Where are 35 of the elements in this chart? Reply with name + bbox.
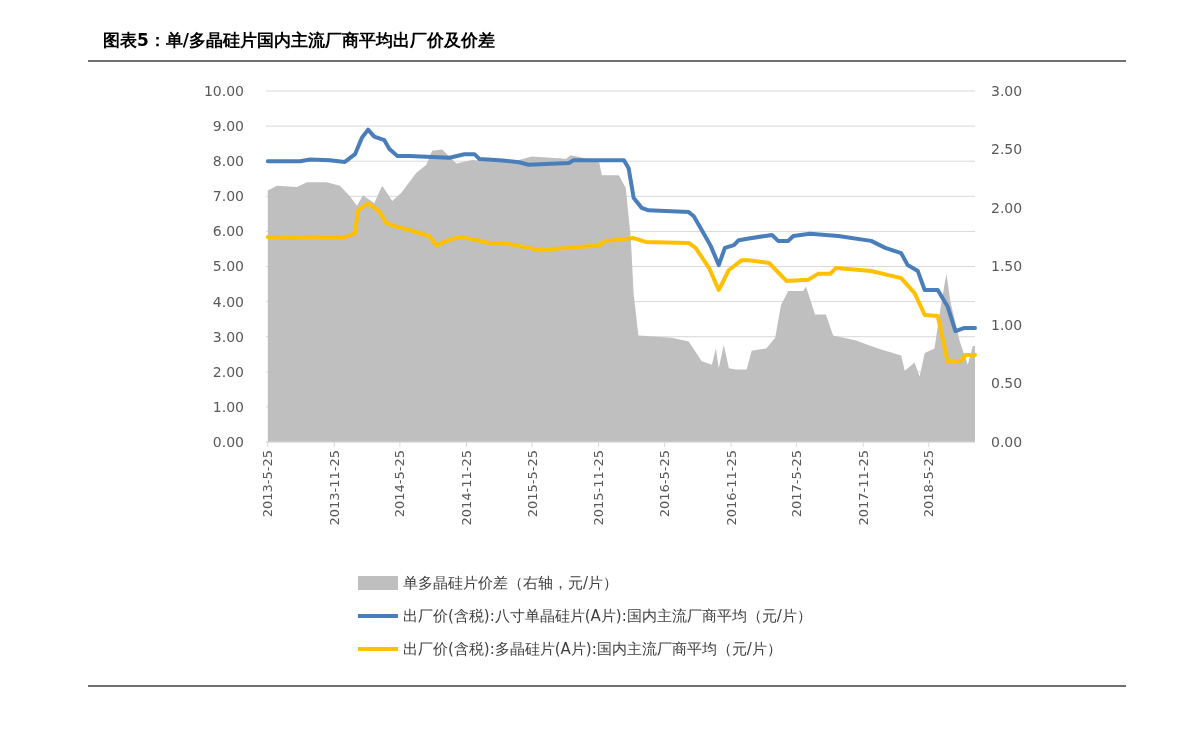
legend-label: 单多晶硅片价差（右轴，元/片） — [403, 574, 619, 593]
x-tick-label: 2015-5-25 — [524, 450, 540, 518]
x-tick-label: 2016-5-25 — [657, 450, 673, 518]
chart-title: 图表5：单/多晶硅片国内主流厂商平均出厂价及价差 — [103, 30, 496, 50]
y-tick-label: 3.00 — [212, 328, 244, 345]
x-tick-label: 2016-11-25 — [723, 450, 739, 526]
x-tick-label: 2013-11-25 — [326, 450, 342, 526]
y-tick-label: 0.00 — [212, 433, 244, 450]
line-series — [265, 201, 977, 363]
x-tick-label: 2017-11-25 — [855, 450, 871, 526]
y-tick-label: 5.00 — [212, 258, 244, 275]
legend-label: 出厂价(含税):多晶硅片(A片):国内主流厂商平均（元/片） — [403, 640, 782, 659]
y2-tick-label: 1.00 — [991, 316, 1023, 333]
x-tick-label: 2015-11-25 — [591, 450, 607, 526]
y-tick-label: 8.00 — [212, 153, 244, 170]
y-tick-label: 9.00 — [212, 118, 244, 134]
x-tick-label: 2014-11-25 — [459, 450, 475, 526]
legend-label: 出厂价(含税):八寸单晶硅片(A片):国内主流厂商平均（元/片） — [403, 607, 812, 626]
x-tick-label: 2014-5-25 — [392, 450, 408, 518]
y-tick-label: 10.00 — [203, 82, 244, 99]
y2-tick-label: 2.00 — [991, 199, 1023, 216]
y2-tick-label: 0.00 — [991, 433, 1023, 450]
x-tick-label: 2013-5-25 — [260, 450, 276, 518]
y-tick-label: 6.00 — [212, 223, 244, 240]
y2-tick-label: 0.50 — [991, 375, 1023, 392]
y-tick-label: 7.00 — [212, 188, 244, 205]
y2-tick-label: 3.00 — [991, 82, 1023, 99]
y-tick-label: 2.00 — [212, 363, 244, 380]
y2-tick-label: 1.50 — [991, 258, 1023, 275]
y2-tick-label: 2.50 — [991, 141, 1023, 158]
x-tick-label: 2017-5-25 — [789, 450, 805, 518]
y-tick-label: 4.00 — [212, 293, 244, 310]
y-tick-label: 1.00 — [212, 398, 244, 415]
line-series — [265, 127, 977, 334]
x-tick-label: 2018-5-25 — [921, 450, 937, 518]
